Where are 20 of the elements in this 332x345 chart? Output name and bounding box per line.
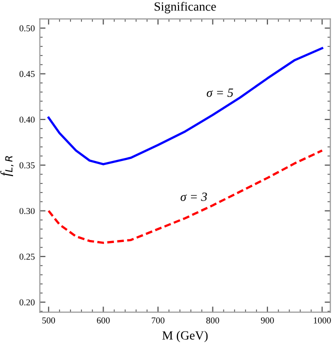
y-tick-label: 0.50 <box>20 25 35 32</box>
x-tick-label: 1000 <box>314 317 331 324</box>
x-tick-label: 800 <box>206 317 220 324</box>
x-tick-label: 900 <box>260 317 274 324</box>
y-axis-title: f$_{L,R}$ <box>0 156 14 176</box>
y-tick-label: 0.30 <box>20 208 35 214</box>
y-tick-label: 0.20 <box>20 299 35 306</box>
x-axis-title: M (GeV) <box>162 330 208 342</box>
x-tick-label: 700 <box>152 317 164 324</box>
annotation: σ = 3 <box>180 192 207 201</box>
annotation: σ = 5 <box>206 88 234 97</box>
y-tick-label: 0.40 <box>20 116 35 123</box>
x-tick-label: 600 <box>96 317 110 324</box>
chart-title: Significance <box>154 2 216 14</box>
x-tick-label: 500 <box>42 317 56 324</box>
y-tick-label: 0.45 <box>20 70 35 78</box>
y-tick-label: 0.35 <box>20 162 35 168</box>
line-series <box>47 149 324 244</box>
y-tick-label: 0.25 <box>20 254 35 260</box>
line-series <box>47 47 324 166</box>
